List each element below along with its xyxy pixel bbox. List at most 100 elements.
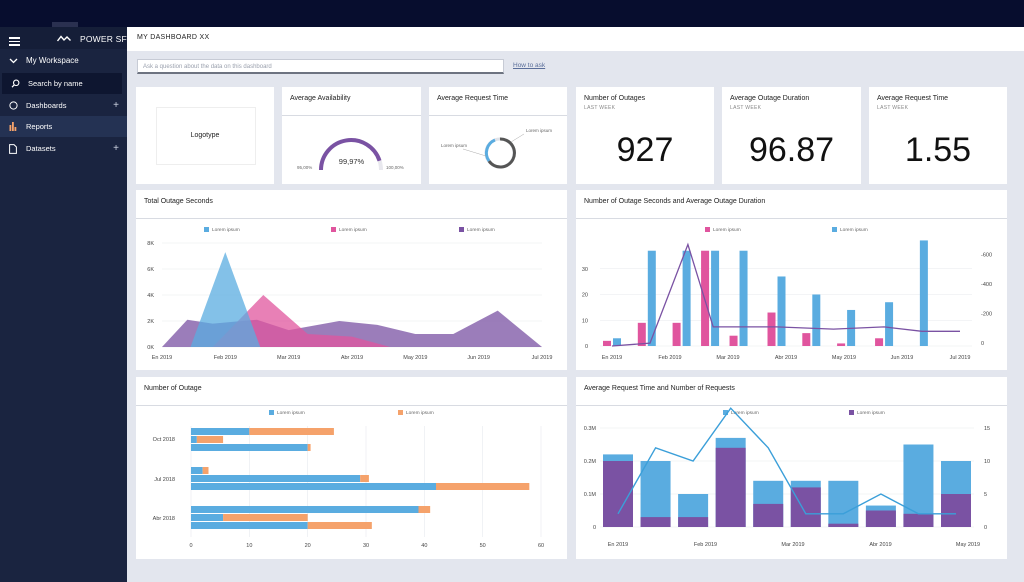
y-tick-label: 0.2M	[584, 459, 597, 465]
bar	[941, 494, 971, 527]
kpi-value: 96.87	[748, 131, 835, 169]
add-dashboard-icon[interactable]: +	[113, 100, 119, 111]
legend-label: Lorem ipsum	[212, 227, 240, 233]
bar	[828, 480, 859, 527]
x-tick-label: May 2019	[403, 355, 427, 361]
y2-tick-label: 0	[981, 341, 984, 347]
bar	[711, 250, 720, 346]
legend-swatch	[204, 227, 209, 232]
page-title: MY DASHBOARD XX	[137, 34, 210, 41]
bar	[613, 338, 621, 346]
bar-chart-icon	[0, 122, 26, 131]
sidebar-item-label: Dashboards	[26, 101, 67, 110]
brand-tab	[52, 22, 78, 27]
bar	[191, 483, 436, 490]
x-tick-label: Feb 2019	[214, 355, 237, 361]
x-tick-label: 60	[538, 543, 544, 549]
bar	[885, 302, 894, 346]
area-series	[190, 252, 261, 347]
kpi-tile-request-time[interactable]: Average Request Time LAST WEEK 1.55	[869, 87, 1007, 184]
x-tick-label: Mar 2019	[716, 355, 739, 361]
x-tick-label: Abr 2019	[775, 355, 797, 361]
main-area: MY DASHBOARD XX Ask a question about the…	[127, 27, 1024, 582]
x-tick-label: Jun 2019	[467, 355, 490, 361]
bar	[739, 250, 748, 346]
tile-title: Average Outage Duration	[730, 95, 810, 102]
chart-card-number-of-outage[interactable]: Number of Outage Lorem ipsum Lorem ipsum 0…	[136, 377, 567, 559]
kpi-tile-outage-duration[interactable]: Average Outage Duration LAST WEEK 96.87	[722, 87, 861, 184]
x-tick-label: 0	[189, 543, 192, 549]
bar	[307, 522, 372, 529]
bar	[753, 503, 784, 527]
tile-title: Average Availability	[290, 95, 351, 102]
y2-tick-label: 15	[984, 426, 990, 432]
y2-tick-label: -400	[981, 282, 992, 288]
availability-tile[interactable]: Average Availability 99,97% 95,00% 100,0…	[282, 87, 421, 184]
bar	[418, 506, 431, 513]
leader-line-right	[510, 133, 525, 143]
y-tick-label: 0K	[147, 345, 154, 351]
donut-label-right: Lorem ipsum	[526, 128, 553, 133]
x-tick-label: En 2019	[152, 355, 173, 361]
chart-card-total-outage-seconds[interactable]: Total Outage Seconds Lorem ipsum Lorem ip…	[136, 190, 567, 370]
y-tick-label: 0.1M	[584, 492, 597, 498]
bar	[812, 294, 821, 346]
bar	[715, 447, 746, 527]
kpi-value: 927	[616, 131, 674, 169]
divider	[576, 405, 1007, 406]
x-tick-label: 20	[305, 543, 311, 549]
bar	[828, 523, 859, 527]
sidebar-item-label: Datasets	[26, 144, 56, 153]
kpi-tile-outages[interactable]: Number of Outages LAST WEEK 927	[576, 87, 714, 184]
bar	[360, 475, 369, 482]
legend-label: Lorem ipsum	[467, 227, 495, 233]
chart-title: Total Outage Seconds	[144, 198, 213, 205]
availability-gauge	[319, 138, 383, 171]
how-to-ask-link[interactable]: How to ask	[513, 62, 546, 69]
x-tick-label: Abr 2019	[341, 355, 363, 361]
search-input[interactable]: Search by name	[2, 73, 122, 94]
bar	[603, 340, 611, 346]
sidebar-item-reports[interactable]: Reports	[0, 116, 127, 137]
bar	[729, 335, 738, 346]
tile-subtitle: LAST WEEK	[877, 105, 909, 111]
bar	[875, 338, 884, 346]
logotype-tile[interactable]: Logotype	[136, 87, 274, 184]
bar	[640, 461, 671, 527]
bar	[249, 428, 334, 435]
add-dataset-icon[interactable]: +	[113, 143, 119, 154]
legend-swatch	[705, 227, 710, 232]
logo-placeholder	[156, 107, 256, 165]
y-tick-label: 2K	[147, 319, 154, 325]
bar	[678, 517, 709, 527]
top-bar	[0, 0, 1024, 27]
menu-icon[interactable]	[9, 37, 20, 46]
bar	[637, 322, 646, 346]
bar	[191, 506, 419, 513]
divider	[429, 115, 567, 116]
sidebar-item-datasets[interactable]: Datasets +	[0, 138, 127, 159]
y-tick-label: Jul 2018	[154, 477, 175, 483]
x-tick-label: 40	[421, 543, 427, 549]
request-time-tile[interactable]: Average Request Time Lorem ipsum Lorem i…	[429, 87, 567, 184]
logotype-label: Logotype	[190, 132, 220, 139]
chart-card-request-time-requests[interactable]: Average Request Time and Number of Reque…	[576, 377, 1007, 559]
bar	[196, 436, 224, 443]
chart-card-outage-seconds-duration[interactable]: Number of Outage Seconds and Average Out…	[576, 190, 1007, 370]
legend-label: Lorem ipsum	[339, 227, 367, 233]
donut-segment-dark	[487, 137, 516, 169]
donut-label-left: Lorem ipsum	[441, 143, 468, 148]
x-tick-label: May 2019	[832, 355, 856, 361]
sidebar-item-dashboards[interactable]: Dashboards +	[0, 95, 127, 116]
availability-value: 99,97%	[338, 157, 365, 166]
sidebar-workspace[interactable]: My Workspace	[0, 50, 127, 71]
request-time-donut	[462, 133, 525, 169]
x-tick-label: Jul 2019	[532, 355, 553, 361]
y-tick-label: 4K	[147, 293, 154, 299]
donut-segment-blue	[484, 138, 496, 162]
gauge-min: 95,00%	[297, 165, 313, 170]
sidebar: My Workspace Search by name Dashboards +…	[0, 27, 127, 582]
document-icon	[0, 143, 26, 154]
ask-question-input[interactable]: Ask a question about the data on this da…	[137, 59, 504, 74]
legend-swatch	[459, 227, 464, 232]
